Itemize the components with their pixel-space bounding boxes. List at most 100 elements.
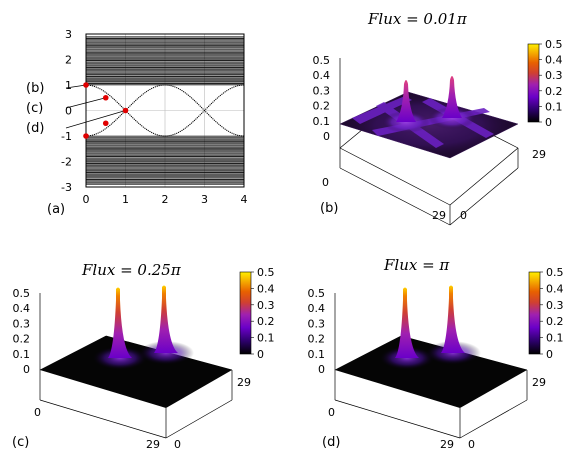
bulk-band-1 (86, 36, 244, 86)
panel-d-y29-label: 29 (532, 376, 546, 389)
z-tick-label: 0.5 (308, 287, 326, 300)
colorbar-tick-label: 0.1 (257, 332, 275, 345)
colorbar-tick-label: 0.2 (545, 85, 563, 98)
in-gap-state-2 (85, 84, 245, 137)
panel-b-peak-2 (442, 76, 462, 118)
colorbar-gradient (239, 271, 252, 355)
panel-d-y0-label: 0 (468, 438, 475, 451)
x-tick-label: 2 (162, 193, 169, 206)
marker-point (83, 82, 89, 88)
z-tick-label: 0.2 (13, 333, 31, 346)
x-tick-label: 1 (122, 193, 129, 206)
marker-leader-line (65, 84, 87, 89)
y-tick-label: 2 (65, 54, 72, 67)
panel-c-x0-label: 0 (34, 406, 41, 419)
panel-c-label: (c) (12, 435, 29, 450)
panel-a-in-gap-states (85, 84, 245, 137)
colorbar-tick-label: 0.4 (545, 54, 563, 67)
panel-b-y29-label: 29 (532, 148, 546, 161)
y-tick-label: 1 (65, 79, 72, 92)
z-tick-label: 0 (23, 363, 30, 376)
x-tick-label: 3 (201, 193, 208, 206)
colorbar-gradient (528, 271, 541, 355)
panel-c-z-tick-labels: 0.5 0.4 0.3 0.2 0.1 0 (13, 287, 31, 376)
z-tick-label: 0.1 (13, 348, 31, 361)
panel-d-x29-label: 29 (440, 438, 454, 451)
x-tick-label: 4 (241, 193, 248, 206)
colorbar-tick-label: 0.3 (546, 299, 564, 312)
panel-c-y29-label: 29 (237, 376, 251, 389)
colorbar-tick-label: 0.2 (257, 315, 275, 328)
marker-label: (b) (26, 81, 44, 96)
z-tick-label: 0.5 (13, 287, 31, 300)
panel-c-title: Flux = 0.25π (81, 261, 182, 279)
z-tick-label: 0.1 (308, 348, 326, 361)
colorbar-gradient (527, 43, 540, 123)
panel-a-label: (a) (47, 202, 65, 217)
panel-a-band-structure: 3 2 1 0 -1 -2 -3 0 1 2 3 4 (b) (c) (d) (a) (26, 28, 248, 217)
y-tick-label: 3 (65, 28, 72, 41)
panel-d-peak-1 (395, 287, 419, 358)
marker-leader-line (65, 110, 126, 129)
colorbar-tick-label: 0.3 (545, 69, 563, 82)
panel-d-colorbar: 0.5 0.4 0.3 0.2 0.1 0 (528, 266, 564, 361)
panel-d-title: Flux = π (383, 256, 450, 274)
panel-b-title: Flux = 0.01π (367, 10, 468, 28)
panel-a-x-tick-labels: 0 1 2 3 4 (83, 193, 248, 206)
panel-b-peak-1 (396, 80, 416, 122)
panel-c-x29-label: 29 (146, 438, 160, 451)
panel-c-y0-label: 0 (174, 438, 181, 451)
z-tick-label: 0 (318, 363, 325, 376)
marker-point (102, 120, 109, 127)
z-tick-label: 0.4 (308, 302, 326, 315)
z-tick-label: 0.3 (13, 317, 31, 330)
panel-b-colorbar: 0.5 0.4 0.3 0.2 0.1 0 (527, 38, 563, 129)
y-tick-label: -2 (61, 156, 72, 169)
panel-d-z-tick-labels: 0.5 0.4 0.3 0.2 0.1 0 (308, 287, 326, 376)
marker-label: (c) (26, 101, 43, 116)
panel-a-y-tick-labels: 3 2 1 0 -1 -2 -3 (61, 28, 72, 194)
colorbar-tick-label: 0.4 (546, 282, 564, 295)
panel-c-peak-2 (154, 285, 178, 353)
panel-c-peak-1 (108, 287, 132, 358)
colorbar-tick-label: 0.3 (257, 299, 275, 312)
panel-a-markers: (b) (c) (d) (26, 81, 129, 139)
colorbar-tick-label: 0.5 (257, 266, 275, 279)
panel-c-base-plane (40, 336, 232, 408)
in-gap-state-1 (85, 84, 245, 137)
z-tick-label: 0.1 (313, 115, 331, 128)
marker-point (102, 94, 109, 101)
marker-leader-line (65, 97, 106, 109)
panel-b-surface: Flux = 0.01π 0.5 0.4 0.3 0.2 0.1 0 0 (313, 10, 563, 226)
colorbar-tick-label: 0.1 (546, 332, 564, 345)
z-tick-label: 0.2 (313, 100, 331, 113)
colorbar-tick-label: 0 (546, 348, 553, 361)
z-tick-label: 0.3 (313, 84, 331, 97)
panel-b-x29-label: 29 (432, 209, 446, 222)
panel-b-label: (b) (320, 201, 338, 216)
panel-c-surface: Flux = 0.25π 0.50.40.30.20.10 0 29 0 29 … (12, 261, 275, 451)
z-tick-label: 0.4 (313, 69, 331, 82)
z-tick-label: 0.3 (308, 317, 326, 330)
panel-c-colorbar: 0.5 0.4 0.3 0.2 0.1 0 (239, 266, 275, 361)
y-tick-label: -3 (61, 181, 72, 194)
x-tick-label: 0 (83, 193, 90, 206)
z-tick-label: 0 (323, 130, 330, 143)
marker-point (122, 107, 129, 114)
y-tick-label: 0 (65, 105, 72, 118)
z-tick-label: 0.2 (308, 333, 326, 346)
panel-b-x0-label: 0 (322, 176, 329, 189)
panel-d-peak-2 (441, 285, 465, 353)
y-tick-label: -1 (61, 130, 72, 143)
z-tick-label: 0.5 (313, 54, 331, 67)
panel-d-surface: Flux = π 0.5 0.4 0.3 0.2 0.1 0 0 29 0 29 0.5 0… (308, 256, 564, 451)
colorbar-tick-label: 0.4 (257, 282, 275, 295)
colorbar-tick-label: 0.1 (545, 100, 563, 113)
bulk-band-2 (86, 135, 244, 185)
panel-a-frame (85, 33, 245, 188)
marker-point (83, 133, 89, 139)
panel-d-x0-label: 0 (328, 406, 335, 419)
panel-b-y0-label: 0 (460, 209, 467, 222)
colorbar-tick-label: 0.2 (546, 315, 564, 328)
